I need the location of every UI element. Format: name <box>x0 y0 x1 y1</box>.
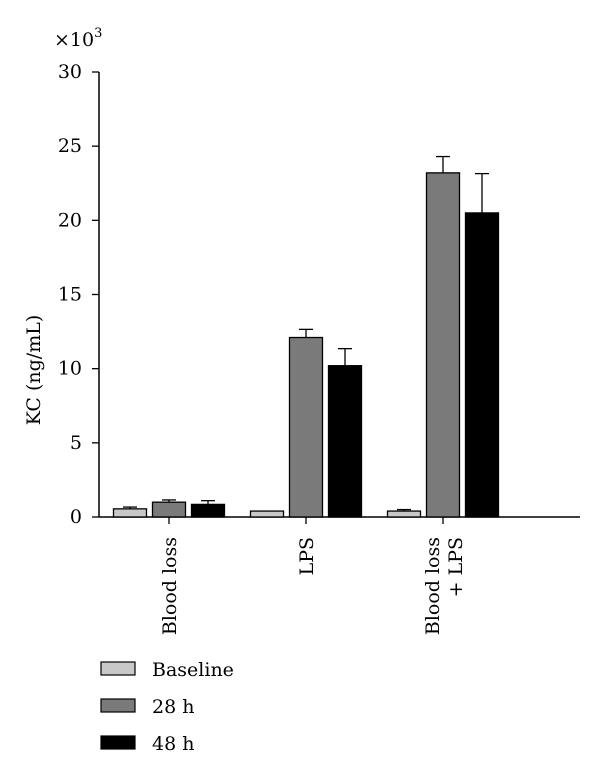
y-tick-label: 5 <box>70 432 82 454</box>
bar <box>249 510 285 518</box>
bar <box>190 503 226 518</box>
x-tick-label: Blood loss <box>422 537 444 635</box>
y-tick-label: 25 <box>58 135 82 157</box>
bar <box>288 336 324 518</box>
y-tick-label: 20 <box>58 209 82 231</box>
x-tick-label: Blood loss <box>159 537 181 635</box>
legend-label: Baseline <box>152 659 234 681</box>
bar <box>464 212 500 518</box>
bars <box>112 172 500 518</box>
y-axis-multiplier-exponent: 3 <box>94 26 102 41</box>
x-tick-label: LPS <box>296 537 318 575</box>
bar <box>425 172 461 518</box>
legend-swatch <box>100 661 136 676</box>
error-bars <box>123 155 489 512</box>
legend-swatch <box>100 735 136 750</box>
legend-label: 48 h <box>152 733 194 755</box>
x-tick-label: + LPS <box>445 537 467 597</box>
y-tick-label: 15 <box>58 284 82 306</box>
legend-swatch <box>100 698 136 713</box>
y-tick-label: 10 <box>58 358 82 380</box>
bar <box>112 508 148 518</box>
y-axis-multiplier-base: ×10 <box>54 29 94 51</box>
legend: Baseline 28 h 48 h <box>100 659 234 755</box>
bar <box>386 510 422 518</box>
y-axis-multiplier: ×103 <box>54 26 102 51</box>
bar <box>327 365 363 518</box>
x-axis-labels: Blood loss LPS Blood loss + LPS <box>159 537 467 635</box>
bar <box>151 501 187 518</box>
y-axis-label: KC (ng/mL) <box>23 315 45 426</box>
y-tick-label: 30 <box>58 61 82 83</box>
legend-label: 28 h <box>152 696 194 718</box>
y-tick-label: 0 <box>70 506 82 528</box>
